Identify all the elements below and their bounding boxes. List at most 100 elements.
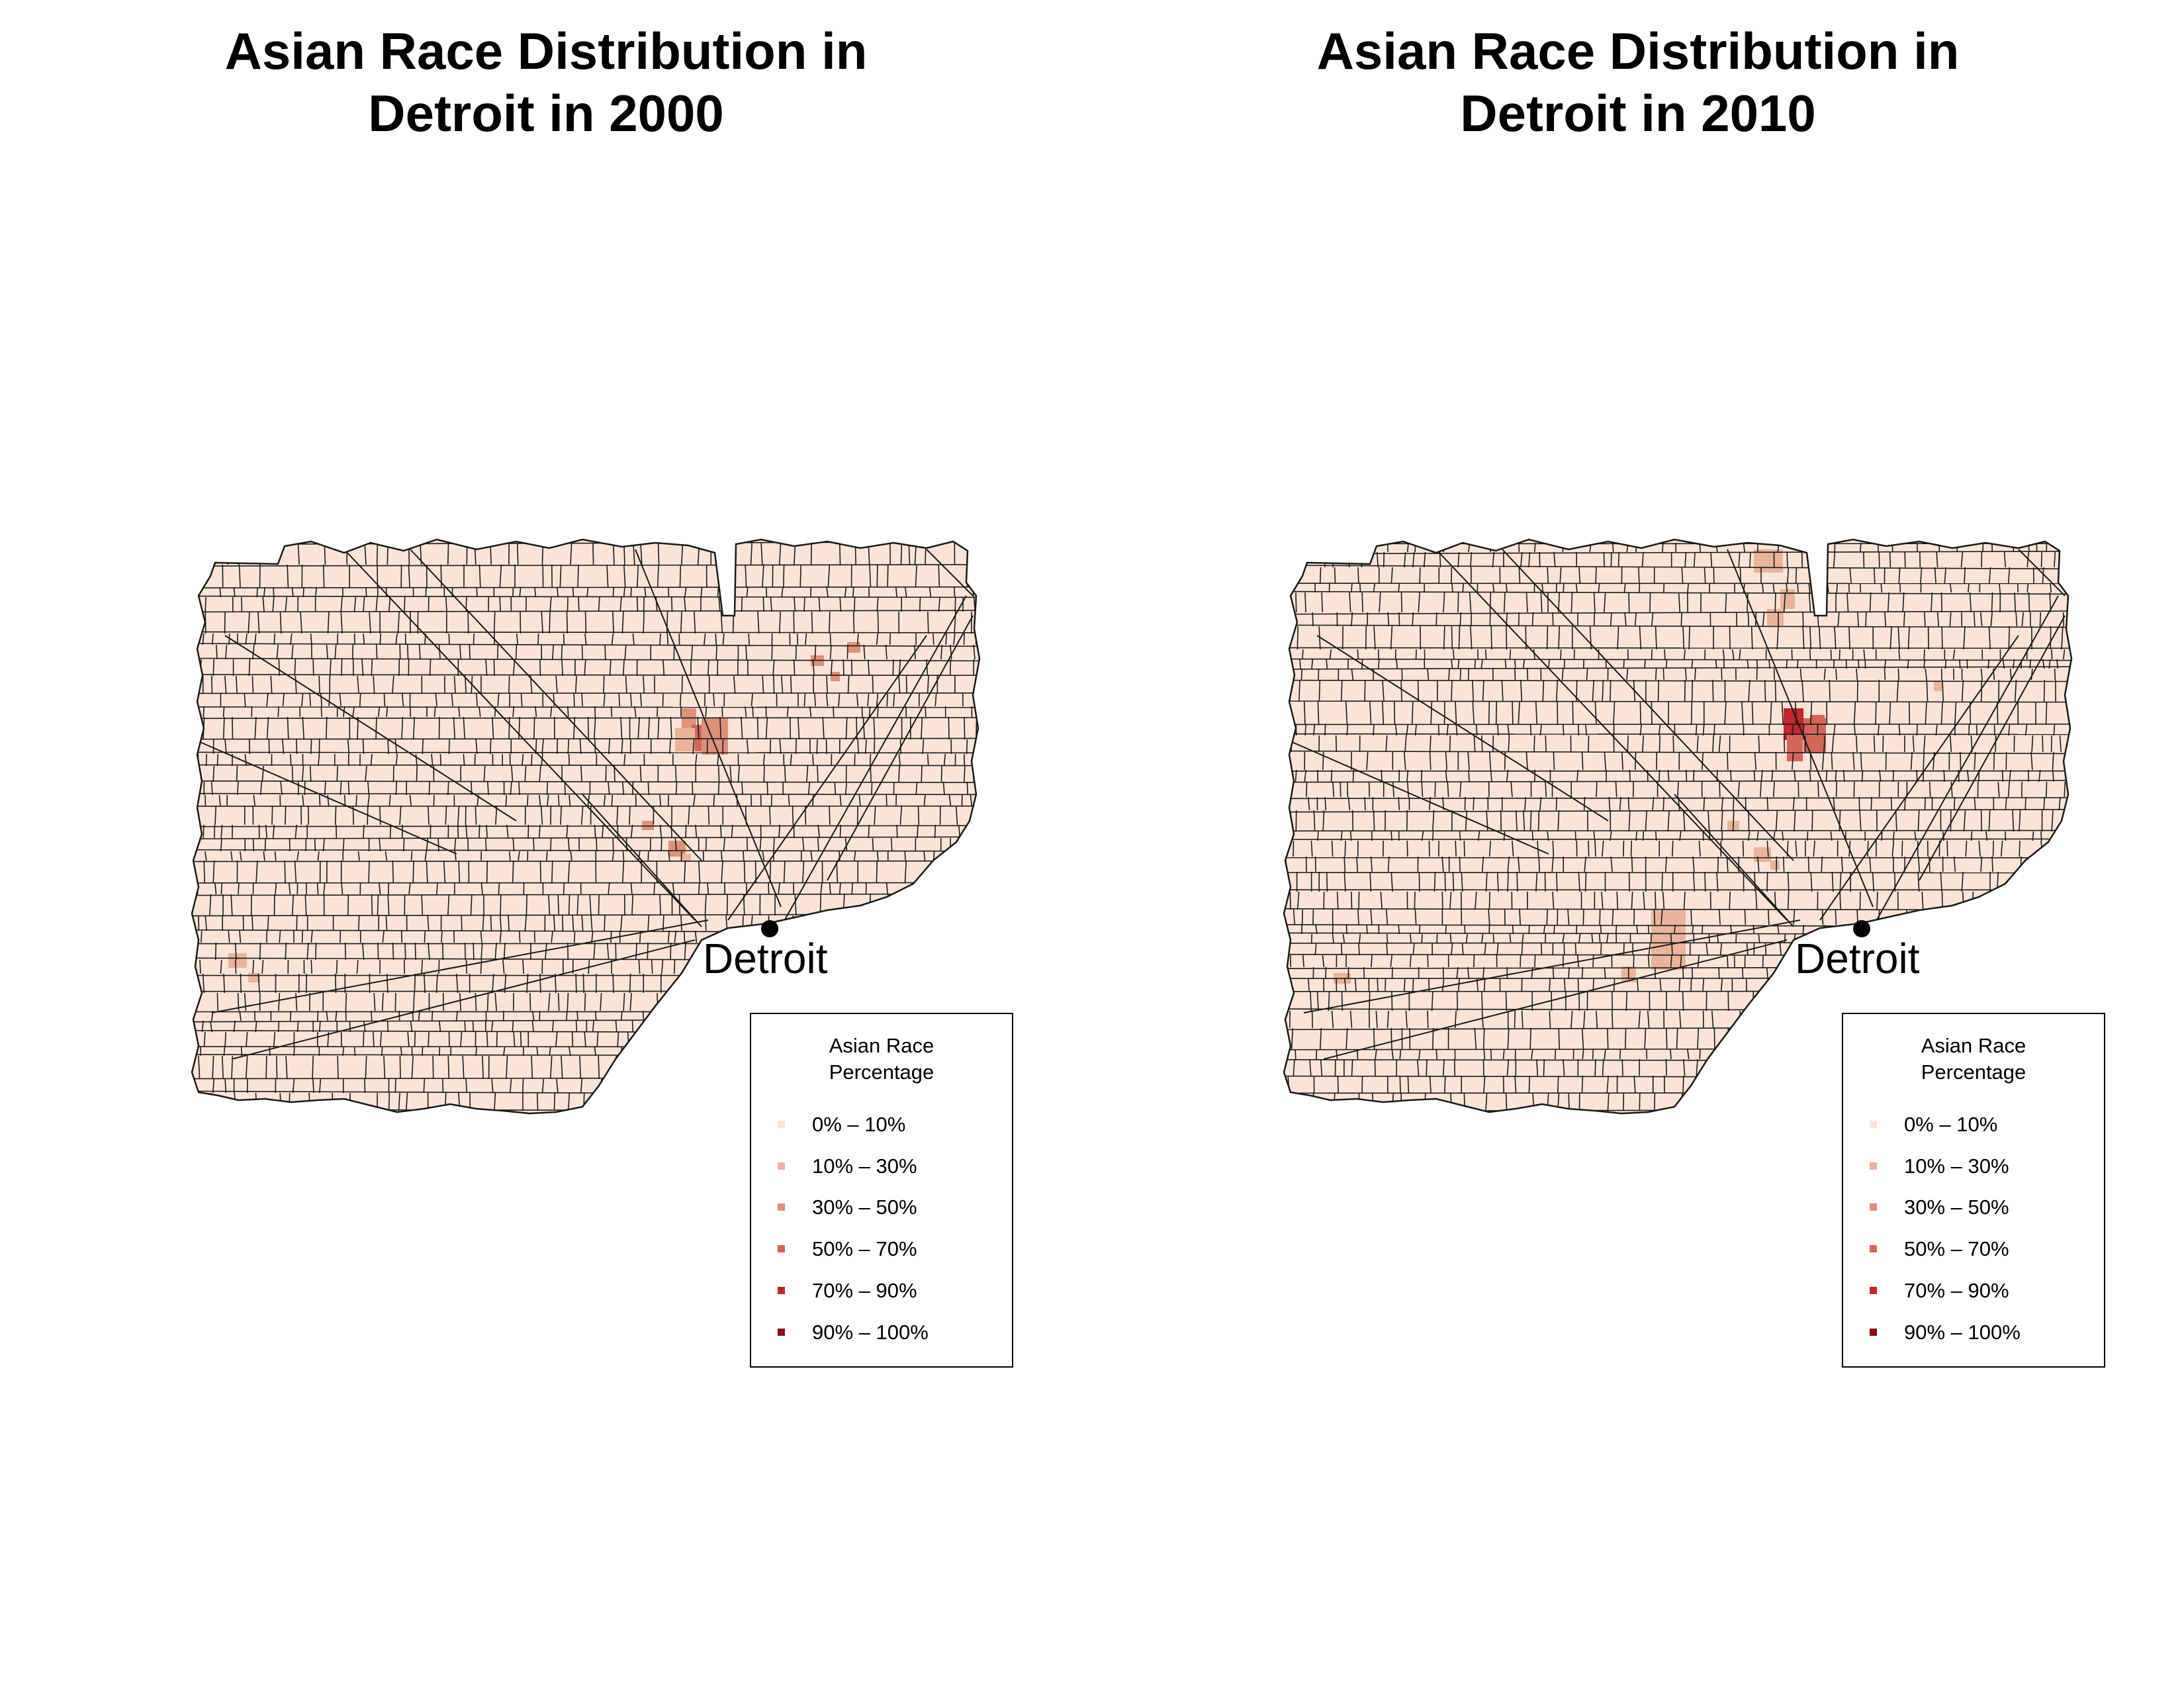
tract-border [369,611,371,634]
tract-border [216,753,219,767]
legend-title: Asian Race Percentage [751,1033,1012,1086]
tract-border [731,824,733,839]
tract-border [1682,1058,1686,1076]
tract-border [551,930,553,943]
tract-border [1457,551,1460,568]
tract-border [2025,724,2028,736]
tract-border [1929,990,1931,1011]
tract-border [973,644,976,660]
tract-border [1414,909,1417,925]
tract-border [527,824,529,839]
tract-border [273,586,275,598]
tract-border [822,716,825,740]
tract-border [1386,933,1388,944]
tract-border [1859,810,1862,832]
tract-border [1484,943,1486,956]
tract-border [1625,990,1628,1011]
tract-border [1284,666,2071,670]
tract-border [236,765,238,782]
tract-border [1835,909,1837,925]
tract-border [1435,612,1437,627]
tract-border [224,611,226,634]
tract-border [1809,626,1812,650]
tract-border [386,973,388,994]
tract-border [1531,966,1533,980]
tract-border [966,739,968,755]
tract-border [328,693,330,707]
tract-border [693,1078,696,1094]
tract-border [1443,592,1445,613]
tract-border [606,942,610,961]
tract-border [1792,796,1795,811]
tract-border [438,644,441,660]
tract-border [630,824,633,839]
tract-border [743,992,745,1011]
tract-border [1592,1049,1594,1060]
tract-border [1811,810,1813,832]
tract-border [1880,583,1883,593]
tract-border [447,781,449,796]
tract-border [1332,924,1334,935]
tract-border [707,659,709,677]
tract-border [352,706,355,718]
tract-border [486,1031,488,1047]
tract-border [1541,583,1544,593]
tract-border [1477,583,1479,593]
tract-border [692,781,694,796]
tract-border [1456,990,1459,1011]
tract-border [306,942,309,961]
tract-border [1601,891,1604,910]
tract-border [398,1092,400,1111]
tract-border [422,739,424,755]
tract-border [214,882,217,895]
tract-border [2003,891,2005,910]
tract-border [829,644,832,660]
tract-border [1404,735,1407,753]
tract-border [1897,668,1899,680]
tract-border [1412,943,1415,956]
tract-border [1939,933,1942,944]
tract-border [409,794,412,806]
tract-border [1373,583,1376,593]
tract-border [1848,924,1850,935]
tract-border [1291,1027,1294,1050]
tract-border [2052,751,2054,771]
tract-border [1525,751,1528,771]
tract-border [970,794,973,806]
tract-border [964,716,966,740]
tract-border [1488,891,1490,910]
tract-border [697,716,700,740]
tract-border [511,765,514,782]
tract-border [653,882,655,895]
tract-border [662,693,664,707]
tract-border [357,851,360,861]
tract-border [729,765,732,782]
tract-border [1938,542,1940,553]
map-panel-2000: Asian Race Distribution in Detroit in 20… [191,22,1013,1368]
tract-border [954,596,956,612]
tract-border [1284,590,2071,595]
tract-border [842,659,844,677]
tract-border [410,1020,413,1033]
tract-border [705,706,707,718]
tract-border [512,586,514,598]
tract-border [1688,626,1690,650]
legend-title-line1: Asian Race [1921,1034,2026,1057]
tract-border [911,973,913,994]
tract-border [395,753,398,767]
tract-border [1473,735,1476,753]
tract-border [1667,810,1670,832]
tract-border [383,1055,386,1080]
tract-border [1373,626,1376,650]
tract-border [1451,659,1453,669]
tract-border [963,765,966,782]
tract-border [1839,891,1841,910]
tract-border [1447,781,1449,798]
tract-border [447,1055,450,1080]
tract-border [1553,924,1555,935]
tract-border [1693,551,1696,568]
tract-border [205,596,206,612]
tract-border [1382,679,1385,702]
legend-item-label: 50% – 70% [812,1237,917,1260]
tract-border [803,693,806,707]
